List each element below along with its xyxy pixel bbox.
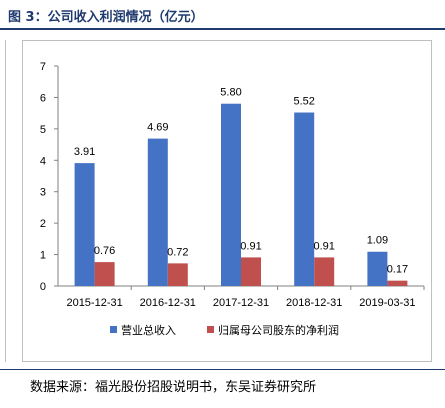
source-rule	[0, 369, 445, 370]
data-label: 1.09	[367, 235, 388, 247]
profit-bar	[241, 257, 261, 286]
legend-swatch-revenue	[110, 326, 117, 333]
x-tick-label: 2018-12-31	[286, 297, 342, 309]
data-label: 0.91	[313, 240, 334, 252]
data-source: 数据来源：福光股份招股说明书，东吴证券研究所	[30, 380, 317, 395]
y-tick-label: 2	[40, 218, 46, 230]
profit-bar	[167, 263, 188, 286]
legend-label-revenue: 营业总收入	[121, 323, 176, 337]
y-tick-label: 3	[40, 187, 46, 199]
data-label: 0.72	[167, 246, 188, 258]
revenue-bar	[147, 138, 168, 286]
revenue-bar	[221, 103, 241, 286]
profit-bar	[314, 257, 335, 286]
y-tick-label: 0	[40, 281, 46, 293]
x-tick-label: 2019-03-31	[359, 297, 415, 309]
y-tick-label: 1	[40, 250, 46, 262]
profit-bar	[94, 262, 115, 286]
profit-bar	[387, 280, 408, 286]
revenue-bar	[367, 251, 388, 286]
data-label: 3.91	[74, 146, 95, 158]
data-label: 4.69	[147, 122, 168, 134]
data-label: 0.17	[387, 264, 408, 276]
legend-swatch-profit	[207, 326, 214, 333]
y-tick-label: 7	[40, 61, 46, 73]
revenue-bar	[74, 163, 95, 286]
y-tick-label: 5	[40, 124, 46, 136]
figure-title: 图 3：公司收入利润情况（亿元）	[8, 10, 204, 25]
x-tick-label: 2016-12-31	[140, 297, 196, 309]
legend-label-profit: 归属母公司股东的净利润	[218, 323, 339, 337]
title-rule	[0, 28, 445, 30]
data-label: 5.52	[293, 96, 314, 108]
x-tick-label: 2017-12-31	[213, 297, 269, 309]
data-label: 0.91	[240, 240, 261, 252]
data-label: 0.76	[94, 245, 115, 257]
data-label: 5.80	[220, 87, 241, 99]
x-tick-label: 2015-12-31	[66, 297, 122, 309]
left-border-line	[5, 40, 6, 362]
y-tick-label: 4	[40, 155, 46, 167]
revenue-bar	[294, 112, 315, 286]
y-tick-label: 6	[40, 92, 46, 104]
